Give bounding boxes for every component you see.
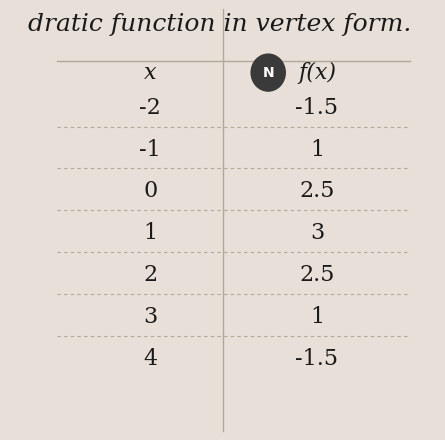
Text: 4: 4 — [143, 348, 158, 370]
Text: 2: 2 — [143, 264, 158, 286]
Text: 3: 3 — [310, 222, 324, 244]
Text: 2.5: 2.5 — [299, 180, 335, 202]
Text: f(x): f(x) — [298, 62, 336, 84]
Text: 0: 0 — [143, 180, 158, 202]
Text: dratic function in vertex form.: dratic function in vertex form. — [28, 13, 411, 36]
Text: -2: -2 — [139, 97, 161, 119]
Text: 3: 3 — [143, 306, 158, 328]
Circle shape — [251, 54, 285, 91]
Text: 1: 1 — [310, 139, 324, 161]
Text: 2.5: 2.5 — [299, 264, 335, 286]
Text: 1: 1 — [310, 306, 324, 328]
Text: -1.5: -1.5 — [295, 97, 339, 119]
Text: 1: 1 — [143, 222, 158, 244]
Text: N: N — [263, 66, 274, 80]
Text: -1.5: -1.5 — [295, 348, 339, 370]
Text: x: x — [144, 62, 157, 84]
Text: -1: -1 — [139, 139, 161, 161]
